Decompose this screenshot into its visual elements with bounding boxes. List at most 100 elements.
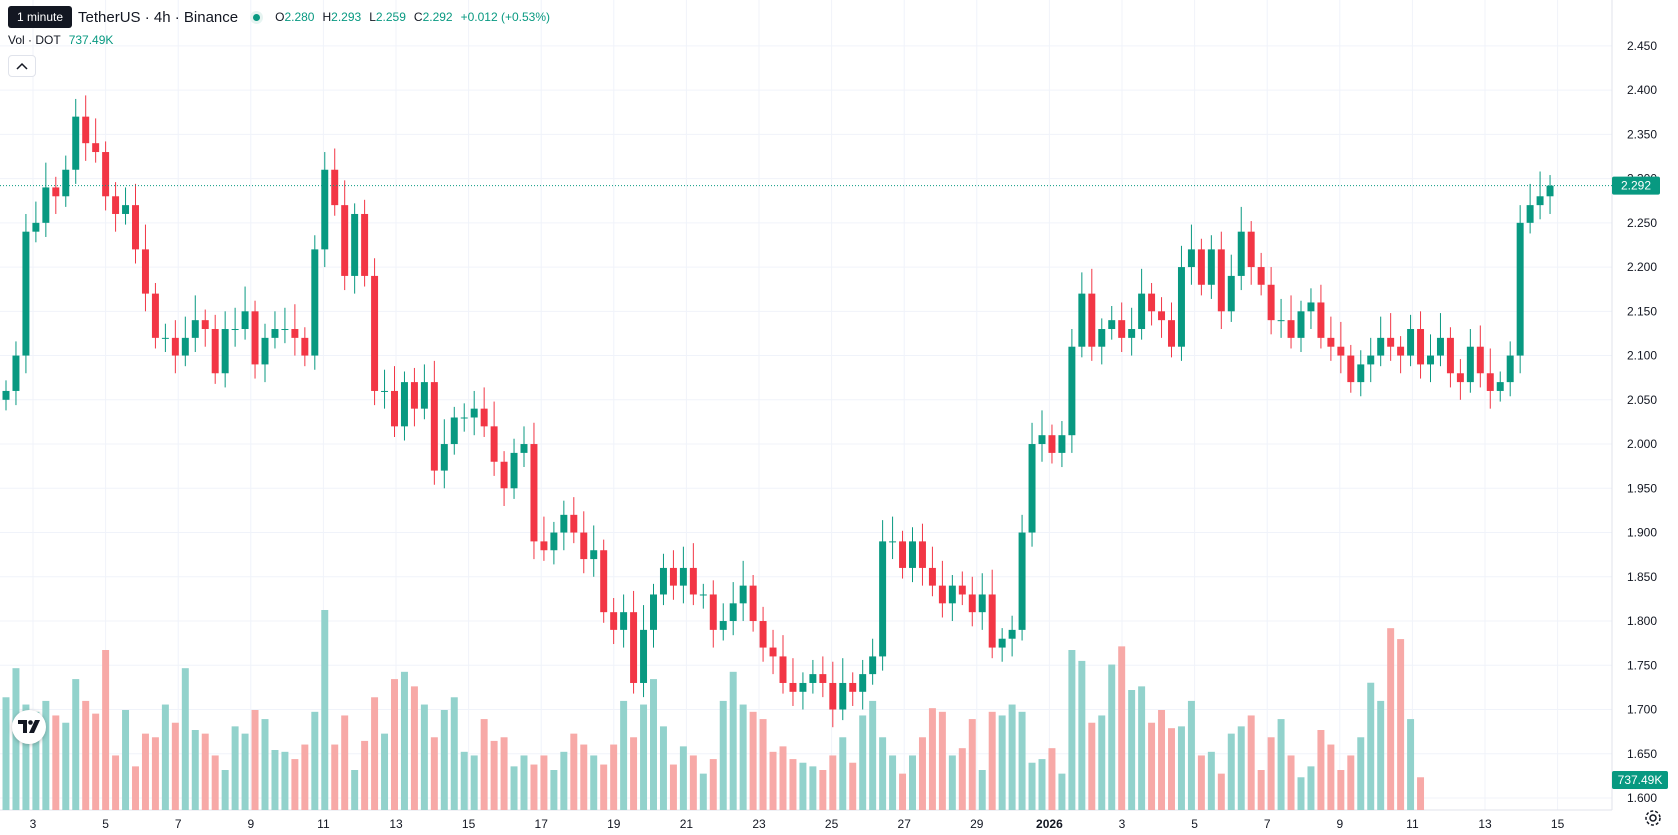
candle-body <box>500 461 508 489</box>
volume-bar <box>1307 766 1315 810</box>
volume-bar <box>231 726 239 810</box>
candle-body <box>1217 249 1225 312</box>
volume-bar <box>709 759 717 810</box>
volume-bar <box>22 704 30 810</box>
candle-body <box>1237 231 1245 276</box>
volume-bar <box>341 715 349 810</box>
volume-bar <box>859 715 867 810</box>
gear-icon[interactable] <box>1642 807 1664 829</box>
volume-bar <box>640 704 648 810</box>
candle-body <box>1267 284 1275 321</box>
volume-bar <box>261 719 269 810</box>
candle-body <box>1476 346 1484 374</box>
candle-body <box>759 621 767 648</box>
candle-body <box>112 196 120 214</box>
volume-bar <box>1217 773 1225 810</box>
volume-bar <box>1177 726 1185 810</box>
candle-body <box>151 293 159 338</box>
candle-body <box>580 532 588 560</box>
y-tick-label: 1.600 <box>1627 791 1657 805</box>
x-tick-label: 13 <box>1478 817 1492 831</box>
candle-body <box>391 390 398 427</box>
y-tick-label: 2.200 <box>1627 260 1657 274</box>
candle-body <box>1148 293 1156 312</box>
volume-bar <box>799 762 807 810</box>
ohlc-values: O2.280 H2.293 L2.259 C2.292 +0.012 (+0.5… <box>275 10 550 24</box>
volume-bar <box>849 762 857 810</box>
candle-body <box>779 656 787 683</box>
candle-body <box>12 355 20 391</box>
candle-body <box>291 329 299 338</box>
volume-bar <box>42 700 50 810</box>
volume-bar <box>410 686 418 810</box>
candle-body <box>72 116 80 170</box>
volume-bar <box>948 755 956 810</box>
candle-body <box>968 594 976 613</box>
x-tick-label: 3 <box>30 817 37 831</box>
price-change: +0.012 (+0.53%) <box>460 10 551 24</box>
candle-body <box>1377 337 1385 356</box>
x-tick-label: 11 <box>317 817 330 831</box>
candle-body <box>32 222 40 232</box>
chevron-up-icon <box>16 62 28 70</box>
volume-bar <box>978 770 986 810</box>
candle-body <box>201 320 209 330</box>
volume-bar <box>918 737 926 810</box>
volume-bar <box>630 737 638 810</box>
volume-bar <box>291 759 299 810</box>
volume-bar <box>420 704 428 810</box>
volume-bar <box>889 755 897 810</box>
x-tick-label: 23 <box>752 817 766 831</box>
volume-bar <box>1387 628 1395 810</box>
y-tick-label: 2.000 <box>1627 437 1657 451</box>
volume-bar <box>669 764 677 810</box>
candle-body <box>600 550 608 613</box>
candle-body <box>470 408 478 418</box>
volume-bar <box>1207 751 1215 810</box>
volume-bar <box>251 710 259 810</box>
volume-bar <box>869 700 877 810</box>
candle-body <box>1536 196 1544 206</box>
candle-body <box>799 682 807 692</box>
candle-body <box>261 337 269 365</box>
y-tick-label: 1.950 <box>1627 481 1657 495</box>
volume-bar <box>1028 762 1036 810</box>
candle-body <box>1277 320 1285 322</box>
candle-body <box>132 205 139 250</box>
volume-bar <box>600 764 608 810</box>
candle-body <box>171 337 179 356</box>
candle-body <box>2 390 10 400</box>
volume-bar <box>460 751 468 810</box>
candle-body <box>719 621 727 630</box>
volume-bar <box>141 733 149 810</box>
y-tick-label: 2.150 <box>1627 304 1657 318</box>
tradingview-logo-icon[interactable] <box>12 710 46 744</box>
collapse-legend-button[interactable] <box>8 55 36 77</box>
candle-body <box>689 567 697 595</box>
open-value: 2.280 <box>284 10 315 24</box>
candle-body <box>1297 311 1305 338</box>
volume-bar <box>1187 700 1195 810</box>
candle-body <box>271 329 279 338</box>
candle-body <box>709 594 717 630</box>
candle-body <box>22 231 30 356</box>
volume-bar <box>1158 710 1166 810</box>
candle-body <box>998 638 1006 648</box>
candle-body <box>1486 373 1494 391</box>
volume-bar <box>540 755 548 810</box>
volume-bar <box>470 755 478 810</box>
volume-bar <box>998 715 1006 810</box>
symbol-title[interactable]: TetherUS · 4h · Binance <box>78 8 239 26</box>
y-tick-label: 1.750 <box>1627 658 1657 672</box>
volume-bar <box>1367 682 1375 810</box>
volume-bar <box>1297 777 1305 810</box>
candle-body <box>321 169 329 250</box>
volume-bar <box>988 711 996 810</box>
candle-body <box>669 567 677 586</box>
x-tick-label: 21 <box>680 817 694 831</box>
volume-bar <box>92 713 100 810</box>
volume-bar <box>112 755 120 810</box>
candle-body <box>948 585 956 604</box>
volume-bar <box>331 744 339 810</box>
